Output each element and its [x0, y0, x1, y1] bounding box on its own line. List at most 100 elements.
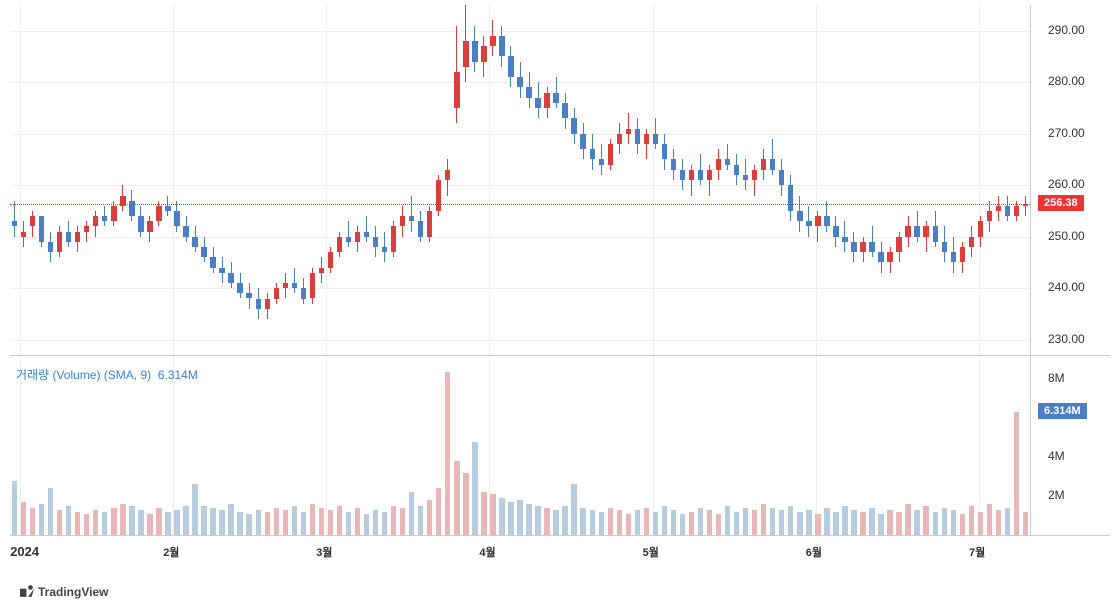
x-axis: 20242월3월4월5월6월7월: [10, 540, 1030, 560]
volume-bar: [842, 506, 847, 535]
volume-bar: [743, 508, 748, 535]
volume-chart[interactable]: 거래량 (Volume) (SMA, 9) 6.314M: [10, 360, 1030, 535]
volume-bar: [671, 510, 676, 535]
candle-body: [201, 247, 206, 257]
candle-body: [472, 41, 477, 62]
candle-wick: [14, 201, 15, 237]
candle-body: [346, 237, 351, 242]
candle-body: [454, 72, 459, 108]
volume-bar: [445, 372, 450, 535]
candle-body: [66, 232, 71, 242]
volume-bar: [942, 508, 947, 535]
volume-bar: [761, 504, 766, 535]
candle-body: [183, 226, 188, 236]
volume-bar: [84, 514, 89, 535]
volume-bar: [30, 508, 35, 535]
volume-bar: [274, 508, 279, 535]
candle-body: [689, 170, 694, 180]
volume-bar: [138, 510, 143, 535]
volume-bar: [337, 506, 342, 535]
candle-body: [274, 288, 279, 298]
candle-body: [580, 134, 585, 149]
volume-bar: [914, 510, 919, 535]
candle-body: [824, 216, 829, 226]
candle-body: [84, 226, 89, 231]
candle-body: [752, 170, 757, 180]
price-y-label: 280.00: [1048, 74, 1085, 88]
volume-bar: [165, 512, 170, 535]
volume-bar: [860, 512, 865, 535]
candle-body: [508, 56, 513, 77]
volume-bar: [689, 512, 694, 535]
candle-wick: [86, 221, 87, 242]
volume-y-axis: 2M4M8M6.314M: [1038, 360, 1118, 535]
volume-bar: [978, 512, 983, 535]
candle-body: [671, 159, 676, 169]
price-y-axis: 230.00240.00250.00260.00270.00280.00290.…: [1038, 5, 1118, 350]
candle-body: [237, 283, 242, 293]
candle-body: [111, 206, 116, 221]
candle-body: [535, 98, 540, 108]
candle-body: [210, 257, 215, 267]
candle-body: [400, 216, 405, 226]
volume-bar: [129, 506, 134, 535]
price-chart[interactable]: [10, 5, 1030, 350]
volume-bar: [815, 514, 820, 535]
candle-body: [418, 221, 423, 236]
volume-bar: [120, 504, 125, 535]
volume-bar: [319, 508, 324, 535]
candle-body: [571, 118, 576, 133]
candle-body: [544, 93, 549, 108]
x-axis-label: 2월: [163, 544, 179, 560]
candle-body: [174, 211, 179, 226]
candle-wick: [294, 268, 295, 294]
x-axis-border: [10, 535, 1110, 536]
volume-bar: [39, 504, 44, 535]
volume-bar: [228, 504, 233, 535]
candle-body: [562, 103, 567, 118]
candle-body: [914, 226, 919, 236]
volume-bar: [156, 508, 161, 535]
volume-bar: [896, 512, 901, 535]
candle-body: [228, 273, 233, 283]
x-axis-label: 7월: [969, 544, 985, 560]
volume-bar: [310, 504, 315, 535]
x-axis-label: 2024: [10, 544, 39, 559]
volume-bar: [851, 510, 856, 535]
volume-bar: [716, 514, 721, 535]
candle-body: [851, 242, 856, 252]
volume-bar: [1014, 412, 1019, 535]
volume-bar: [698, 508, 703, 535]
candle-wick: [348, 221, 349, 247]
candle-body: [797, 211, 802, 221]
volume-bar: [788, 506, 793, 535]
candle-wick: [411, 196, 412, 232]
candle-wick: [366, 216, 367, 242]
candle-body: [301, 288, 306, 298]
volume-bar: [57, 510, 62, 535]
volume-bar: [237, 512, 242, 535]
candle-body: [806, 221, 811, 226]
volume-bar: [490, 494, 495, 535]
volume-bar: [210, 508, 215, 535]
volume-bar: [192, 484, 197, 535]
volume-bar: [409, 492, 414, 535]
price-y-label: 260.00: [1048, 177, 1085, 191]
candle-body: [933, 226, 938, 241]
volume-bar: [617, 510, 622, 535]
candle-body: [310, 273, 315, 299]
x-axis-label: 6월: [806, 544, 822, 560]
candle-body: [373, 237, 378, 247]
candle-body: [626, 129, 631, 134]
volume-bar: [147, 514, 152, 535]
x-axis-label: 4월: [479, 544, 495, 560]
candle-body: [951, 252, 956, 262]
volume-bar: [535, 506, 540, 535]
volume-bar: [373, 510, 378, 535]
candle-body: [463, 41, 468, 67]
volume-bar: [662, 506, 667, 535]
candle-body: [878, 252, 883, 262]
volume-bar: [102, 512, 107, 535]
candle-body: [716, 159, 721, 169]
volume-bar: [1023, 512, 1028, 535]
